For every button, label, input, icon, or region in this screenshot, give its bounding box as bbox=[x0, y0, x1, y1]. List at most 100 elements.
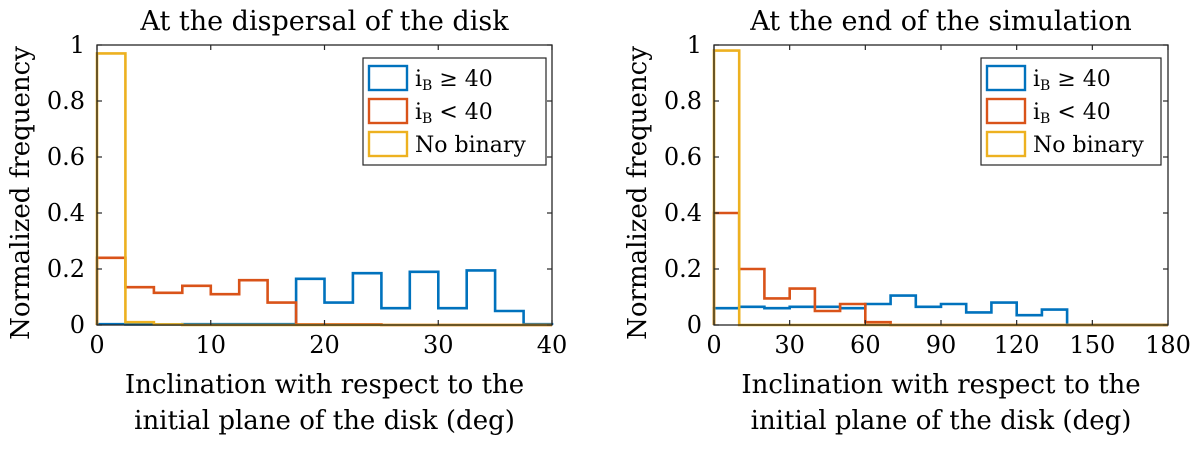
x-tick-label: 20 bbox=[309, 331, 340, 359]
y-tick-label: 1 bbox=[70, 31, 85, 59]
histogram-bar bbox=[381, 308, 409, 325]
y-tick-label: 0.4 bbox=[47, 199, 85, 227]
legend-label: iB ≥ 40 bbox=[415, 67, 493, 94]
legend-label-main: No binary bbox=[1033, 133, 1144, 158]
histogram-bar bbox=[991, 303, 1016, 325]
x-tick-label: 30 bbox=[423, 331, 454, 359]
histogram-bar bbox=[495, 311, 523, 325]
legend-label-main: i bbox=[415, 67, 422, 92]
legend-box bbox=[362, 57, 547, 166]
x-axis-label-line: Inclination with respect to the bbox=[741, 370, 1140, 400]
legend-label: iB < 40 bbox=[415, 100, 493, 127]
histogram-bar bbox=[840, 304, 865, 325]
legend-label-main: No binary bbox=[415, 133, 526, 158]
x-axis-label-line: Inclination with respect to the bbox=[125, 370, 524, 400]
histogram-bar bbox=[941, 304, 966, 325]
legend-label-main: i bbox=[1033, 100, 1040, 125]
x-tick-label: 180 bbox=[1145, 331, 1191, 359]
series-0 bbox=[712, 294, 1168, 327]
y-tick-label: 0.2 bbox=[47, 255, 85, 283]
legend-entry: iB ≥ 40 bbox=[985, 64, 1111, 94]
y-tick-label: 0.8 bbox=[664, 87, 702, 115]
legend-label-rest: < 40 bbox=[1050, 100, 1110, 125]
chart-title: At the end of the simulation bbox=[749, 6, 1131, 37]
legend-entry: iB < 40 bbox=[367, 97, 493, 127]
x-tick-label: 0 bbox=[706, 331, 721, 359]
legend-swatch bbox=[367, 64, 409, 92]
histogram-bar bbox=[891, 296, 916, 325]
legend-label-rest: ≥ 40 bbox=[432, 67, 492, 92]
chart-panel-end-of-simulation: At the end of the simulation 0 30 60 90 120 15… bbox=[623, 6, 1191, 436]
legend-label-sub: B bbox=[422, 111, 432, 127]
histogram-bar bbox=[1042, 310, 1067, 325]
legend-label: iB ≥ 40 bbox=[1033, 67, 1111, 94]
x-tick-label: 0 bbox=[89, 331, 104, 359]
chart-title: At the dispersal of the disk bbox=[139, 6, 509, 37]
legend-box bbox=[980, 57, 1162, 166]
histogram-bar bbox=[182, 286, 210, 325]
series-outline bbox=[712, 294, 1168, 327]
y-axis-label: Normalized frequency bbox=[623, 46, 653, 340]
legend-label-sub: B bbox=[1040, 111, 1050, 127]
legend-entry: No binary bbox=[367, 130, 526, 158]
x-tick-label: 30 bbox=[774, 331, 805, 359]
legend-swatch bbox=[367, 130, 409, 158]
y-tick-label: 0.4 bbox=[664, 199, 702, 227]
y-tick-label: 0 bbox=[70, 311, 85, 339]
histogram-bar bbox=[916, 307, 941, 325]
legend-label: No binary bbox=[415, 133, 526, 158]
x-tick-label: 90 bbox=[926, 331, 957, 359]
x-axis-label-line: initial plane of the disk (deg) bbox=[134, 406, 515, 436]
y-tick-label: 0.8 bbox=[47, 87, 85, 115]
y-tick-label: 0.6 bbox=[47, 143, 85, 171]
legend-label: iB < 40 bbox=[1033, 100, 1111, 127]
histogram-bar bbox=[268, 303, 296, 325]
legend-swatch bbox=[367, 97, 409, 125]
legend-swatch bbox=[985, 64, 1027, 92]
legend-label-sub: B bbox=[422, 78, 432, 94]
histogram-bar bbox=[211, 294, 239, 325]
legend-swatch bbox=[985, 130, 1027, 158]
legend-label-rest: ≥ 40 bbox=[1050, 67, 1110, 92]
x-tick-label: 40 bbox=[537, 331, 568, 359]
legend-label-main: i bbox=[1033, 67, 1040, 92]
histogram-bar bbox=[438, 308, 466, 325]
histogram-bar bbox=[1017, 315, 1042, 325]
histogram-bar bbox=[296, 279, 324, 325]
histogram-bar bbox=[154, 293, 182, 325]
legend-label-sub: B bbox=[1040, 78, 1050, 94]
histogram-bar bbox=[410, 272, 438, 325]
y-tick-label: 0.2 bbox=[664, 255, 702, 283]
chart-panel-dispersal: At the dispersal of the disk 0 10 20 30 40 0 0.… bbox=[6, 6, 567, 436]
histogram-bar bbox=[97, 53, 125, 325]
x-tick-label: 120 bbox=[994, 331, 1040, 359]
histogram-bar bbox=[966, 312, 991, 325]
x-axis-label-line: initial plane of the disk (deg) bbox=[751, 406, 1132, 436]
y-tick-label: 0 bbox=[687, 311, 702, 339]
histogram-bar bbox=[815, 311, 840, 325]
histogram-bar bbox=[467, 270, 495, 325]
x-tick-label: 60 bbox=[850, 331, 881, 359]
legend-label-main: i bbox=[415, 100, 422, 125]
histogram-bar bbox=[790, 289, 815, 325]
histogram-bar bbox=[714, 51, 739, 325]
histogram-bar bbox=[239, 280, 267, 325]
x-tick-label: 150 bbox=[1069, 331, 1115, 359]
x-tick-label: 10 bbox=[195, 331, 226, 359]
histogram-bar bbox=[764, 298, 789, 325]
legend-label: No binary bbox=[1033, 133, 1144, 158]
legend-label-rest: < 40 bbox=[432, 100, 492, 125]
histogram-bar bbox=[353, 273, 381, 325]
y-tick-label: 1 bbox=[687, 31, 702, 59]
y-axis-label: Normalized frequency bbox=[6, 46, 36, 340]
histogram-bar bbox=[739, 269, 764, 325]
legend-entry: iB ≥ 40 bbox=[367, 64, 493, 94]
y-tick-label: 0.6 bbox=[664, 143, 702, 171]
legend-entry: iB < 40 bbox=[985, 97, 1111, 127]
histogram-bar bbox=[125, 287, 153, 325]
legend-swatch bbox=[985, 97, 1027, 125]
legend-entry: No binary bbox=[985, 130, 1144, 158]
